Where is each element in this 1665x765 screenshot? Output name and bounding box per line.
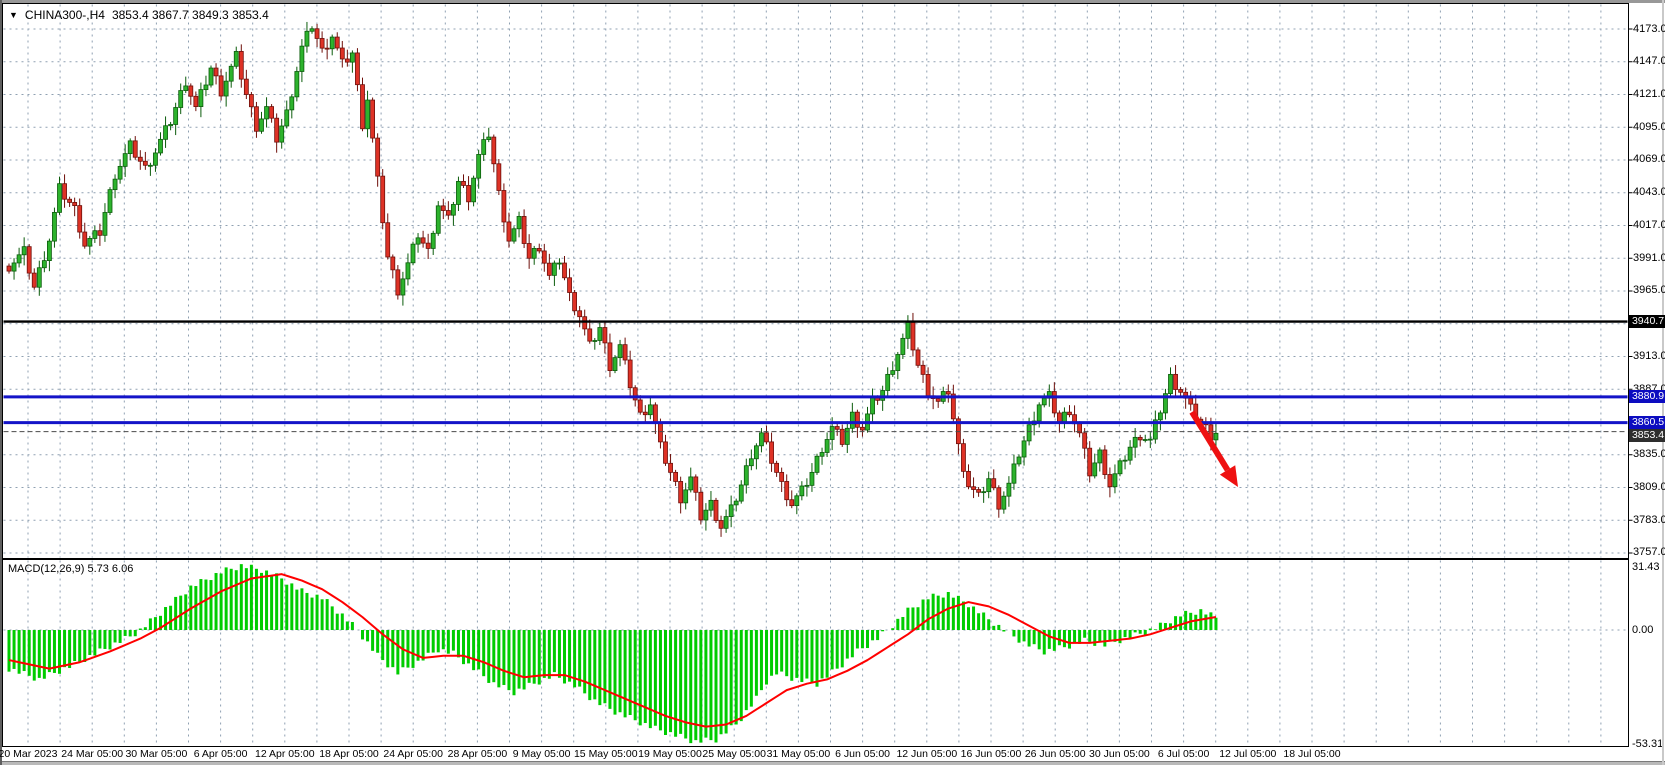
time-tick-label: 16 Jun 05:00 [960,748,1022,760]
macd-scale-max: 31.43 [1632,560,1660,573]
price-tick-label: 4069.0 [1633,153,1665,166]
window-frame-right [1662,0,1664,765]
time-tick-label: 30 Mar 05:00 [125,748,188,760]
time-tick-label: 12 Jun 05:00 [896,748,958,760]
ohlc-values-label: 3853.4 3867.7 3849.3 3853.4 [111,8,269,22]
time-tick-label: 24 Mar 05:00 [61,748,124,760]
symbol-period-label: CHINA300-,H4 [24,8,105,22]
time-tick-label: 25 May 05:00 [702,748,766,760]
price-axis-ticks [1628,28,1633,554]
time-tick-label: 18 Apr 05:00 [319,748,379,760]
symbol-dropdown-icon[interactable]: ▼ [9,10,18,20]
time-tick-label: 6 Jul 05:00 [1157,748,1210,760]
macd-indicator-label: MACD(12,26,9) 5.73 6.06 [8,563,134,575]
price-tick-label: 4121.0 [1633,87,1665,100]
price-tick-label: 3783.0 [1633,513,1665,526]
last-price-tag: 3853.4 [1629,429,1665,443]
trend-arrow[interactable] [1189,410,1238,487]
time-tick-label: 31 May 05:00 [766,748,831,760]
candles[interactable] [6,21,1219,537]
window-frame-bottom [0,761,1665,765]
time-tick-label: 9 May 05:00 [512,748,571,760]
window-frame-left [0,0,2,765]
macd-scale-min: -53.31 [1632,737,1664,750]
time-tick-label: 18 Jul 05:00 [1283,748,1341,760]
time-tick-label: 20 Mar 2023 [0,748,58,760]
window-frame-top [0,0,1665,3]
price-tick-label: 4095.0 [1633,120,1665,133]
price-tick-label: 4043.0 [1633,186,1665,199]
macd-histogram [7,564,1218,744]
macd-signal-line [8,573,1217,728]
price-tick-label: 3965.0 [1633,284,1665,297]
price-tick-label: 4173.0 [1633,22,1665,35]
macd-scale-zero: 0.00 [1632,623,1654,636]
price-level-lines[interactable] [3,320,1628,433]
price-tick-label: 3757.0 [1633,546,1665,559]
price-tick-label: 4147.0 [1633,55,1665,68]
time-tick-label: 12 Apr 05:00 [255,748,315,760]
price-tick-label: 3809.0 [1633,480,1665,493]
level-price-tag-3860: 3860.5 [1629,416,1665,430]
time-tick-label: 12 Jul 05:00 [1219,748,1277,760]
price-tick-label: 3835.0 [1633,448,1665,461]
level-price-tag-3940: 3940.7 [1629,315,1665,329]
time-tick-label: 6 Jun 05:00 [835,748,891,760]
time-tick-label: 26 Jun 05:00 [1024,748,1086,760]
time-tick-label: 6 Apr 05:00 [193,748,248,760]
time-tick-label: 30 Jun 05:00 [1089,748,1150,760]
price-tick-label: 4017.0 [1633,218,1665,231]
time-tick-label: 15 May 05:00 [573,748,638,760]
chart-title: ▼ CHINA300-,H4 3853.4 3867.7 3849.3 3853… [9,8,269,22]
time-tick-label: 19 May 05:00 [638,748,702,760]
price-tick-label: 3991.0 [1633,251,1665,264]
time-tick-label: 28 Apr 05:00 [447,748,508,760]
level-price-tag-3880: 3880.9 [1629,390,1665,404]
time-tick-label: 24 Apr 05:00 [383,748,443,760]
price-tick-label: 3913.0 [1633,349,1665,362]
